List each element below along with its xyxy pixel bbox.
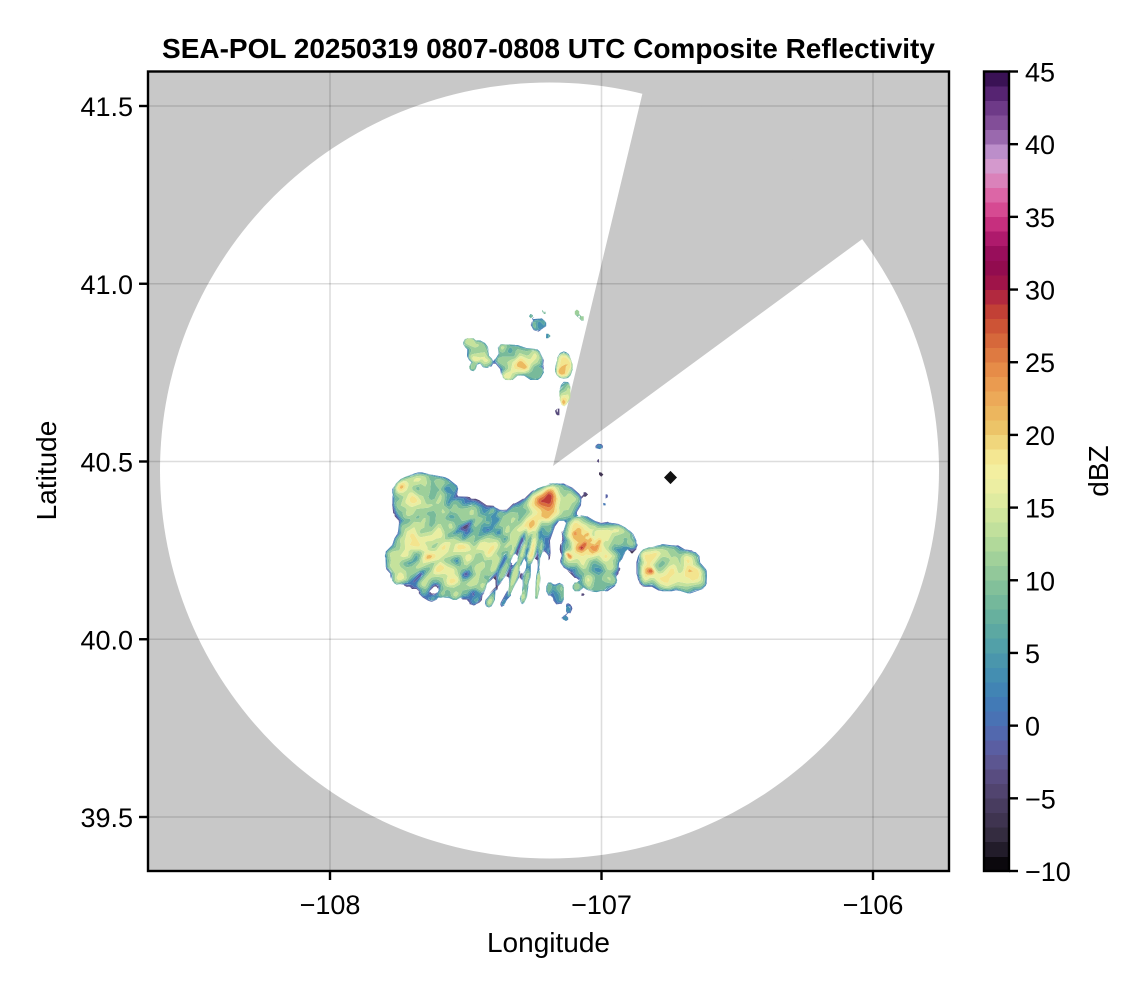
svg-text:30: 30 — [1025, 276, 1055, 306]
svg-text:39.5: 39.5 — [80, 803, 133, 833]
svg-text:5: 5 — [1025, 639, 1040, 669]
svg-text:20: 20 — [1025, 421, 1055, 451]
svg-text:Latitude: Latitude — [31, 421, 62, 521]
svg-text:35: 35 — [1025, 203, 1055, 233]
svg-text:0: 0 — [1025, 712, 1040, 742]
svg-text:41.0: 41.0 — [80, 270, 133, 300]
svg-text:15: 15 — [1025, 494, 1055, 524]
svg-text:−107: −107 — [571, 890, 632, 920]
svg-text:40: 40 — [1025, 130, 1055, 160]
svg-text:40.5: 40.5 — [80, 448, 133, 478]
svg-text:−5: −5 — [1025, 784, 1056, 814]
svg-text:−108: −108 — [300, 890, 361, 920]
svg-text:dBZ: dBZ — [1083, 445, 1114, 496]
svg-text:41.5: 41.5 — [80, 92, 133, 122]
svg-text:SEA-POL 20250319 0807-0808 UTC: SEA-POL 20250319 0807-0808 UTC Composite… — [162, 33, 935, 64]
svg-text:45: 45 — [1025, 58, 1055, 88]
svg-text:−10: −10 — [1025, 857, 1071, 887]
svg-text:10: 10 — [1025, 566, 1055, 596]
svg-text:25: 25 — [1025, 348, 1055, 378]
svg-text:−106: −106 — [843, 890, 904, 920]
svg-text:Longitude: Longitude — [487, 927, 610, 958]
svg-text:40.0: 40.0 — [80, 625, 133, 655]
